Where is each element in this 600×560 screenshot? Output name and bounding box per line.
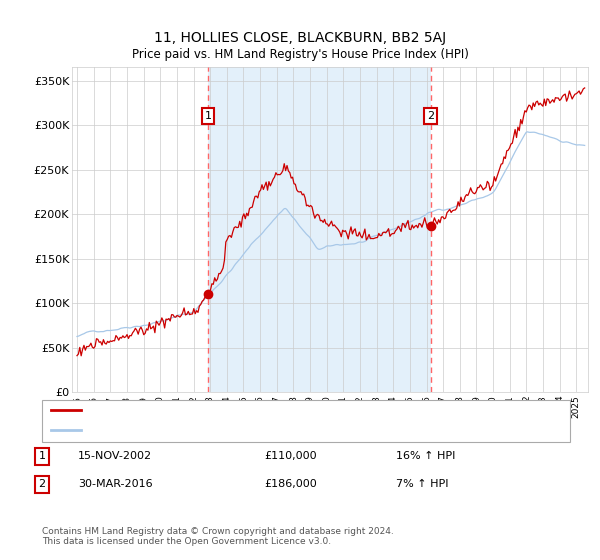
Text: 15-NOV-2002: 15-NOV-2002	[78, 451, 152, 461]
Text: 2: 2	[427, 111, 434, 121]
Text: HPI: Average price, detached house, Blackburn with Darwen: HPI: Average price, detached house, Blac…	[87, 424, 401, 435]
Text: 11, HOLLIES CLOSE, BLACKBURN, BB2 5AJ: 11, HOLLIES CLOSE, BLACKBURN, BB2 5AJ	[154, 31, 446, 45]
Text: £186,000: £186,000	[264, 479, 317, 489]
Text: 11, HOLLIES CLOSE, BLACKBURN, BB2 5AJ (detached house): 11, HOLLIES CLOSE, BLACKBURN, BB2 5AJ (d…	[87, 405, 401, 416]
Text: 16% ↑ HPI: 16% ↑ HPI	[396, 451, 455, 461]
Text: 7% ↑ HPI: 7% ↑ HPI	[396, 479, 449, 489]
Text: 1: 1	[38, 451, 46, 461]
Bar	[208, 67, 431, 392]
Text: 1: 1	[205, 111, 212, 121]
Text: Contains HM Land Registry data © Crown copyright and database right 2024.
This d: Contains HM Land Registry data © Crown c…	[42, 526, 394, 546]
Text: £110,000: £110,000	[264, 451, 317, 461]
Text: 2: 2	[38, 479, 46, 489]
Text: Price paid vs. HM Land Registry's House Price Index (HPI): Price paid vs. HM Land Registry's House …	[131, 48, 469, 60]
Text: 30-MAR-2016: 30-MAR-2016	[78, 479, 152, 489]
